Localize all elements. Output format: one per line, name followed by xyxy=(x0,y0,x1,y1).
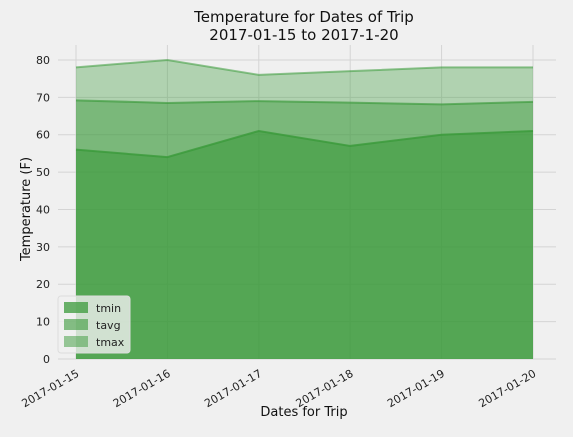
y-tick-label: 60 xyxy=(36,129,50,142)
x-tick-label: 2017-01-16 xyxy=(111,367,173,410)
y-tick-label: 70 xyxy=(36,91,50,104)
legend-label-tavg: tavg xyxy=(96,319,121,332)
x-tick-label: 2017-01-19 xyxy=(385,367,447,410)
legend: tmin tavg tmax xyxy=(57,295,131,354)
y-tick-label: 50 xyxy=(36,166,50,179)
line-tmax xyxy=(75,58,533,76)
y-tick-label: 80 xyxy=(36,54,50,67)
plot-areas xyxy=(75,58,534,360)
x-tick-label: 2017-01-18 xyxy=(294,367,356,410)
x-tick-label: 2017-01-15 xyxy=(19,367,81,410)
line-tmin xyxy=(75,129,534,159)
y-tick-label: 0 xyxy=(43,353,50,366)
legend-swatch-tavg xyxy=(64,319,88,330)
x-axis-label: Dates for Trip xyxy=(260,405,347,420)
chart-title-line-1: Temperature for Dates of Trip xyxy=(193,8,414,26)
y-tick-label: 20 xyxy=(36,278,50,291)
legend-swatch-tmin xyxy=(64,302,88,313)
y-tick-label: 40 xyxy=(36,203,50,216)
y-axis-label: Temperature (F) xyxy=(19,157,34,262)
y-tick-label: 10 xyxy=(36,316,50,329)
legend-label-tmin: tmin xyxy=(96,302,121,315)
chart-title-line-2: 2017-01-15 to 2017-1-20 xyxy=(209,26,398,44)
legend-swatch-tmax xyxy=(64,336,88,347)
x-tick-label: 2017-01-17 xyxy=(202,367,264,410)
line-tavg xyxy=(75,99,534,106)
x-tick-label: 2017-01-20 xyxy=(476,367,538,410)
area-tmin xyxy=(76,130,533,359)
y-tick-label: 30 xyxy=(36,241,50,254)
legend-label-tmax: tmax xyxy=(96,336,125,349)
x-axis-ticks: 2017-01-15 2017-01-16 2017-01-17 2017-01-18… xyxy=(19,367,538,410)
y-axis-ticks: 0 10 20 30 40 50 60 70 80 xyxy=(36,54,50,366)
